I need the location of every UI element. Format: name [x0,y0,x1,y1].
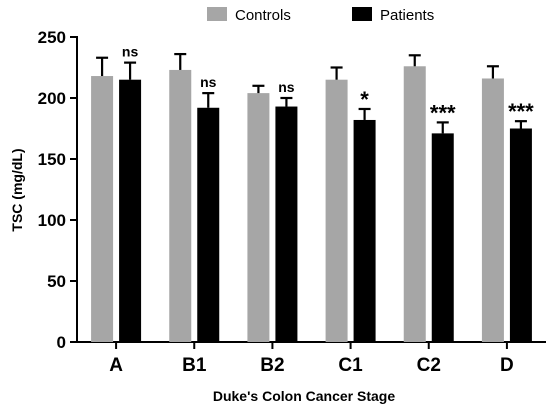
y-tick-label: 50 [47,272,66,291]
y-tick-label: 100 [38,211,66,230]
bar-patients [275,106,298,342]
y-axis-title: TSC (mg/dL) [9,148,25,231]
significance-label: * [360,87,369,112]
significance-label: ns [278,79,295,95]
bar-controls [247,93,270,343]
significance-label: ns [122,44,139,60]
significance-label: ns [200,74,217,90]
bar-controls [325,79,348,342]
bar-patients [119,79,142,342]
legend-label-patients: Patients [380,7,434,24]
y-tick-label: 250 [38,28,66,47]
bar-patients [509,128,532,342]
plot-area: 0 50 100 150 200 250 Ans B1 ns B2 ns C1 * C2 *** D *** [38,28,546,376]
bar-controls [403,66,426,342]
bar-controls [91,76,114,342]
legend-label-controls: Controls [235,7,291,24]
legend: Controls Patients [207,7,434,24]
x-tick-label: B1 [182,355,207,376]
y-tick-label: 200 [38,89,66,108]
bar-controls [481,78,504,342]
legend-swatch-controls [207,7,227,21]
x-tick-label: A [109,355,123,376]
x-tick-label: D [500,355,514,376]
significance-label: *** [430,100,456,125]
y-tick-label: 150 [38,150,66,169]
bar-patients [431,133,454,342]
x-tick-label: B2 [260,355,284,376]
bar-patients [353,119,376,343]
significance-label: *** [508,99,534,124]
x-tick-label: C2 [417,355,441,376]
x-tick-label: C1 [338,355,363,376]
legend-swatch-patients [352,7,372,21]
x-axis-title: Duke's Colon Cancer Stage [213,388,395,404]
bar-controls [169,69,192,342]
bar-patients [197,107,220,342]
y-tick-label: 0 [57,333,66,352]
